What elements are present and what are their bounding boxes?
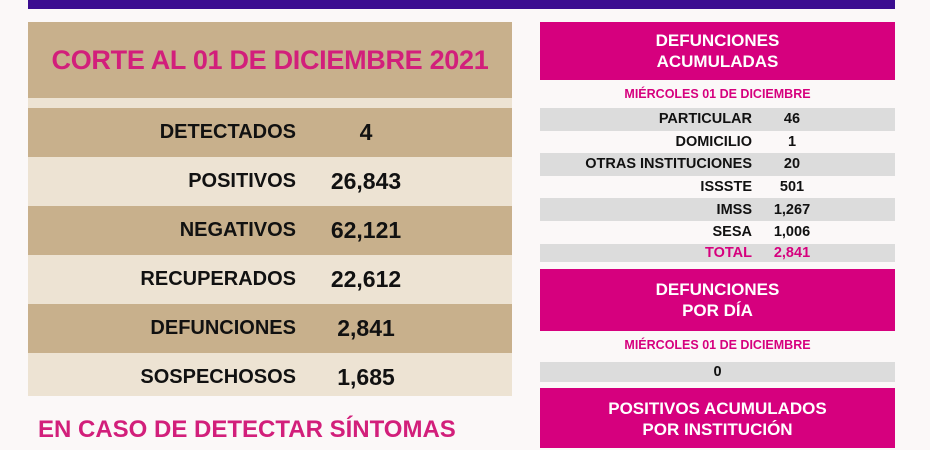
table-row: IMSS 1,267 <box>540 198 895 221</box>
row-recuperados: RECUPERADOS 22,612 <box>140 266 402 292</box>
dia-header: DEFUNCIONES POR DÍA <box>540 268 895 331</box>
row-negativos: NEGATIVOS 62,121 <box>28 206 512 255</box>
acum-header: DEFUNCIONES ACUMULADAS <box>540 22 895 80</box>
cutoff-title: CORTE AL 01 DE DICIEMBRE 2021 <box>28 22 512 98</box>
acum-date: MIÉRCOLES 01 DE DICIEMBRE <box>624 87 811 101</box>
pos-header: POSITIVOS ACUMULADOS POR INSTITUCIÓN <box>540 387 895 448</box>
table-row: SESA 1,006 <box>712 224 811 241</box>
table-row: OTRAS INSTITUCIONES 20 <box>540 153 895 176</box>
deaths-panel: DEFUNCIONES ACUMULADAS MIÉRCOLES 01 DE DI… <box>540 22 895 448</box>
row-detectados: DETECTADOS 4 <box>28 108 512 157</box>
dia-value-row: 0 <box>540 361 895 382</box>
table-row: DOMICILIO 1 <box>675 133 797 150</box>
top-banner <box>28 0 895 9</box>
row-positivos: POSITIVOS 26,843 <box>188 168 402 194</box>
summary-panel: CORTE AL 01 DE DICIEMBRE 2021 DETECTADOS… <box>28 22 512 396</box>
total-row: TOTAL 2,841 <box>540 243 895 262</box>
symptoms-heading: EN CASO DE DETECTAR SÍNTOMAS <box>38 416 456 443</box>
table-row: PARTICULAR 46 <box>540 108 895 131</box>
row-defunciones: DEFUNCIONES 2,841 <box>28 304 512 353</box>
row-sospechosos: SOSPECHOSOS 1,685 <box>140 364 395 390</box>
dia-date: MIÉRCOLES 01 DE DICIEMBRE <box>624 337 811 352</box>
table-row: ISSSTE 501 <box>700 179 805 196</box>
